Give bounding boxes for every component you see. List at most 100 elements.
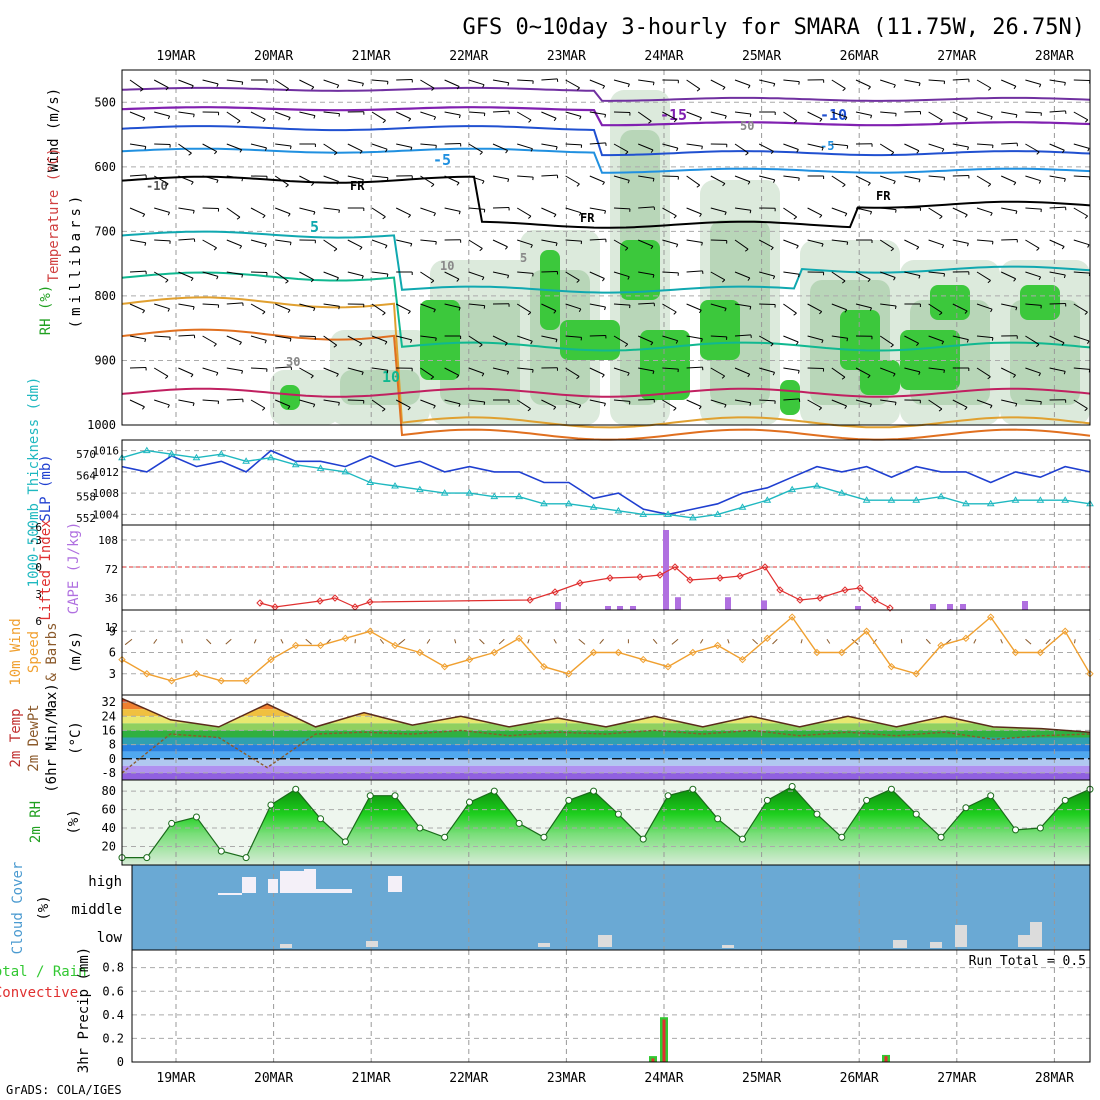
wind-barb-flag: [289, 338, 292, 342]
wind-barb: [565, 143, 582, 146]
rh-point: [192, 813, 200, 821]
wind-barb-flag: [576, 183, 580, 187]
wind-barb: [468, 239, 483, 249]
wind-speed-point: [242, 677, 250, 685]
thickness-point: [490, 492, 499, 500]
wind-barb: [1073, 367, 1090, 370]
wind-barb-flag: [144, 338, 147, 343]
contour-label: -5: [820, 139, 834, 153]
rh-point: [590, 787, 598, 795]
contour-label: 50: [740, 119, 754, 133]
contour-15: [121, 296, 1091, 429]
wind-barb-flag: [721, 375, 725, 379]
wind-barb: [395, 111, 411, 120]
wind-barb: [347, 239, 363, 248]
wind-barb: [831, 175, 846, 186]
cloud-low-bar: [280, 944, 292, 948]
rh-point: [614, 810, 622, 818]
wind-barb-flag: [214, 151, 218, 155]
wind-barb-flag: [916, 342, 920, 347]
lifted-index-point: [331, 594, 339, 602]
wind-barb-flag: [601, 374, 605, 378]
wind-barb: [1001, 238, 1018, 241]
wind-barb-flag: [479, 151, 483, 155]
rh-point: [143, 854, 151, 862]
wind-barb-flag: [918, 275, 921, 279]
wind-barb-flag: [673, 119, 677, 123]
wind-speed-point: [217, 677, 225, 685]
contour-minus10: [121, 125, 1091, 157]
wind-barb: [734, 143, 749, 154]
wind-barb-flag: [289, 145, 292, 150]
wind-speed-point: [639, 655, 647, 664]
date-label-top: 28MAR: [1035, 49, 1074, 64]
precip-tick-label: 0.8: [102, 961, 124, 975]
wind-barb-flag: [846, 241, 849, 246]
wind-barb: [928, 399, 943, 410]
wind-barb: [613, 239, 629, 249]
rh-shade-mid: [1010, 300, 1080, 405]
wind-barb-flag: [530, 148, 533, 152]
wind-barb: [952, 207, 968, 216]
wind-barb-flag: [1061, 246, 1065, 250]
wind-barb: [686, 207, 702, 215]
wind-barb-flag: [458, 114, 461, 119]
temp-ylabel3: (6hr Min/Max): [44, 683, 60, 793]
wind-barb: [783, 79, 800, 83]
wind-barb: [807, 239, 824, 245]
wind-speed-point: [540, 662, 548, 671]
rh-shade-light: [270, 370, 340, 425]
wind-barb: [395, 399, 411, 408]
wind-barb-flag: [1084, 311, 1088, 315]
wind-barb-flag: [698, 309, 702, 314]
wind-barb: [1049, 302, 1066, 305]
thickness-point: [192, 453, 201, 461]
wind-barb-flag: [433, 309, 436, 313]
wind-barb-flag: [310, 279, 314, 283]
thickness-point: [391, 482, 399, 489]
wind-barb-10m: [652, 638, 658, 645]
wind-barb: [880, 175, 896, 182]
wind-barb: [686, 399, 702, 407]
slp-tick-label: 1016: [93, 445, 120, 458]
wind-barb: [1073, 111, 1089, 121]
thickness-point: [738, 503, 747, 510]
wind-barb: [879, 335, 894, 346]
wind-barb: [420, 79, 435, 89]
wind-barb: [613, 399, 630, 402]
wind-barb: [129, 303, 145, 311]
wind-barb-flag: [652, 370, 655, 375]
wind-speed-point: [416, 648, 424, 657]
wind-speed-point: [192, 670, 201, 678]
wind-barb: [129, 335, 146, 340]
wind-barb-flag: [772, 372, 776, 376]
wind-barb: [686, 143, 703, 147]
wind-barb-flag: [430, 376, 434, 380]
cloud-high-bar: [304, 869, 316, 893]
wind-barb-flag: [528, 119, 532, 123]
wind-speed-point: [788, 613, 796, 621]
date-label-bottom: 27MAR: [937, 1071, 976, 1086]
date-label-top: 21MAR: [352, 49, 391, 64]
wind-barb: [371, 111, 386, 121]
thickness-point: [788, 485, 797, 493]
thickness-line: [121, 449, 1091, 519]
wind-barb-flag: [361, 275, 364, 279]
rh-point: [788, 782, 796, 790]
wind-barb: [516, 111, 532, 121]
precip-tick-label: 0.6: [102, 984, 124, 998]
wind-barb-flag: [483, 305, 486, 309]
wind-barb: [202, 79, 219, 85]
wind-barb-flag: [990, 116, 993, 120]
lifted-index-point: [656, 571, 664, 579]
wind-barb: [299, 207, 316, 213]
wind-barb: [855, 271, 871, 280]
wind-barb-flag: [867, 278, 871, 283]
wind-barb-flag: [333, 152, 338, 156]
wind-barb: [250, 207, 266, 216]
li-tick-label: -3: [29, 534, 42, 547]
date-axis-bottom: 19MAR 20MAR 21MAR 22MAR 23MAR 24MAR 25MAR 26MAR…: [156, 1071, 1074, 1086]
wind-barb: [638, 143, 654, 151]
rh-shade-green: [640, 330, 690, 400]
wind-barb-flag: [1063, 371, 1066, 375]
